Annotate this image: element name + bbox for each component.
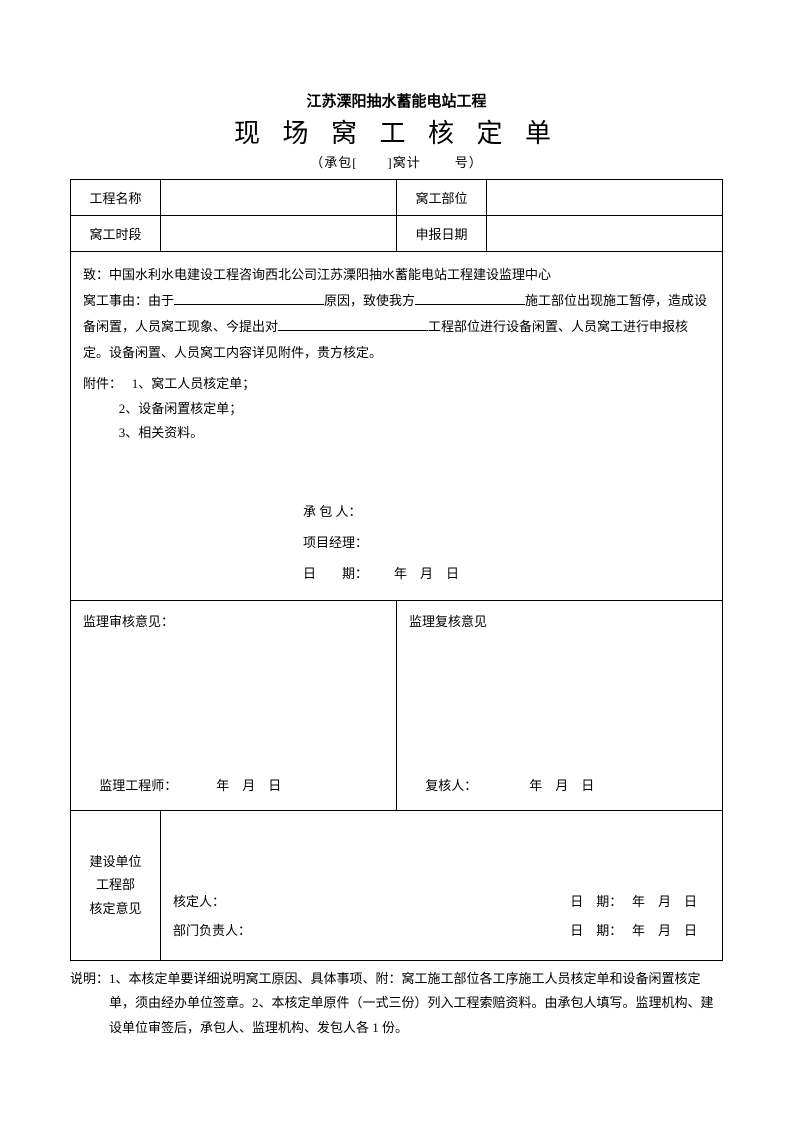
value-project-name[interactable] bbox=[161, 180, 397, 216]
owner-body-cell: 核定人： 日 期： 年 月 日 部门负责人： 日 期： 年 月 日 bbox=[161, 810, 723, 960]
review-right-cell: 监理复核意见 复核人： 年 月 日 bbox=[397, 600, 723, 810]
blank-party[interactable] bbox=[415, 292, 525, 305]
label-report-date: 申报日期 bbox=[397, 216, 487, 252]
owner-label-l3: 核定意见 bbox=[89, 901, 141, 916]
sig-contractor: 承 包 人： bbox=[303, 504, 362, 519]
attach-1: 1、窝工人员核定单； bbox=[132, 376, 256, 391]
reason-block: 窝工事由：由于原因，致使我方施工部位出现施工暂停，造成设备闲置，人员窝工现象、今… bbox=[83, 288, 710, 366]
attach-label: 附件： bbox=[83, 376, 122, 391]
owner-rows: 核定人： 日 期： 年 月 日 部门负责人： 日 期： 年 月 日 bbox=[173, 888, 710, 945]
owner-row1-left: 核定人： bbox=[173, 888, 333, 917]
attach-2: 2、设备闲置核定单； bbox=[119, 401, 243, 416]
owner-row2-left: 部门负责人： bbox=[173, 917, 333, 946]
header: 江苏溧阳抽水蓄能电站工程 现 场 窝 工 核 定 单 （承包[ ]窝计 号） bbox=[70, 90, 723, 171]
subtitle-mid: ]窝计 bbox=[387, 155, 420, 170]
value-report-date[interactable] bbox=[487, 216, 723, 252]
owner-row2-date-value: 年 月 日 bbox=[632, 917, 697, 946]
label-project-name: 工程名称 bbox=[71, 180, 161, 216]
to-line: 致：中国水利水电建设工程咨询西北公司江苏溧阳抽水蓄能电站工程建设监理中心 bbox=[83, 262, 710, 288]
form-title: 现 场 窝 工 核 定 单 bbox=[70, 113, 723, 150]
owner-row1-date-label: 日 期： bbox=[570, 888, 622, 917]
owner-label-l2: 工程部 bbox=[96, 877, 135, 892]
subtitle-prefix: （承包[ bbox=[310, 155, 357, 170]
owner-row-1: 核定人： 日 期： 年 月 日 bbox=[173, 888, 710, 917]
sig-pm: 项目经理： bbox=[303, 535, 368, 550]
value-period[interactable] bbox=[161, 216, 397, 252]
review-right-title: 监理复核意见 bbox=[409, 611, 710, 630]
review-right-sign: 复核人： 年 月 日 bbox=[409, 775, 710, 794]
subtitle-suffix: 号） bbox=[455, 155, 483, 170]
page-root: 江苏溧阳抽水蓄能电站工程 现 场 窝 工 核 定 单 （承包[ ]窝计 号） 工… bbox=[0, 0, 793, 1101]
owner-label-l1: 建设单位 bbox=[89, 854, 141, 869]
notes-text: 说明：1、本核定单要详细说明窝工原因、具体事项、附：窝工施工部位各工序施工人员核… bbox=[70, 967, 723, 1041]
table-row: 窝工时段 申报日期 bbox=[71, 216, 723, 252]
label-period: 窝工时段 bbox=[71, 216, 161, 252]
review-left-sign: 监理工程师： 年 月 日 bbox=[83, 775, 384, 794]
reason-mid1: 原因，致使我方 bbox=[324, 293, 415, 308]
owner-label-cell: 建设单位 工程部 核定意见 bbox=[71, 810, 161, 960]
reason-prefix: 窝工事由：由于 bbox=[83, 293, 174, 308]
signature-block: 承 包 人： 项目经理： 日 期： 年 月 日 bbox=[83, 496, 710, 590]
notes-block: 说明：1、本核定单要详细说明窝工原因、具体事项、附：窝工施工部位各工序施工人员核… bbox=[70, 967, 723, 1041]
main-form-table: 工程名称 窝工部位 窝工时段 申报日期 致：中国水利水电建设工程咨询西北公司江苏… bbox=[70, 179, 723, 961]
owner-row2-date-label: 日 期： bbox=[570, 917, 622, 946]
project-name-heading: 江苏溧阳抽水蓄能电站工程 bbox=[70, 90, 723, 111]
blank-scope[interactable] bbox=[278, 318, 428, 331]
review-left-title: 监理审核意见： bbox=[83, 611, 384, 630]
value-dept[interactable] bbox=[487, 180, 723, 216]
review-left-sign-label: 监理工程师： bbox=[99, 778, 177, 793]
attachments-block: 附件： 1、窝工人员核定单； 2、设备闲置核定单； 3、相关资料。 bbox=[83, 372, 710, 446]
attach-3: 3、相关资料。 bbox=[119, 425, 204, 440]
table-row: 建设单位 工程部 核定意见 核定人： 日 期： 年 月 日 部门负责 bbox=[71, 810, 723, 960]
review-left-date: 年 月 日 bbox=[216, 778, 281, 793]
table-row: 工程名称 窝工部位 bbox=[71, 180, 723, 216]
owner-row-2: 部门负责人： 日 期： 年 月 日 bbox=[173, 917, 710, 946]
owner-row1-date-value: 年 月 日 bbox=[632, 888, 697, 917]
table-row: 致：中国水利水电建设工程咨询西北公司江苏溧阳抽水蓄能电站工程建设监理中心 窝工事… bbox=[71, 252, 723, 601]
sig-date-label: 日 期： bbox=[303, 566, 368, 581]
label-dept: 窝工部位 bbox=[397, 180, 487, 216]
blank-reason[interactable] bbox=[174, 292, 324, 305]
review-right-sign-label: 复核人： bbox=[425, 778, 477, 793]
review-right-date: 年 月 日 bbox=[529, 778, 594, 793]
sig-date-value: 年 月 日 bbox=[394, 566, 459, 581]
form-code-line: （承包[ ]窝计 号） bbox=[70, 152, 723, 171]
table-row: 监理审核意见： 监理工程师： 年 月 日 监理复核意见 复核人： 年 bbox=[71, 600, 723, 810]
body-cell: 致：中国水利水电建设工程咨询西北公司江苏溧阳抽水蓄能电站工程建设监理中心 窝工事… bbox=[71, 252, 723, 601]
review-left-cell: 监理审核意见： 监理工程师： 年 月 日 bbox=[71, 600, 397, 810]
